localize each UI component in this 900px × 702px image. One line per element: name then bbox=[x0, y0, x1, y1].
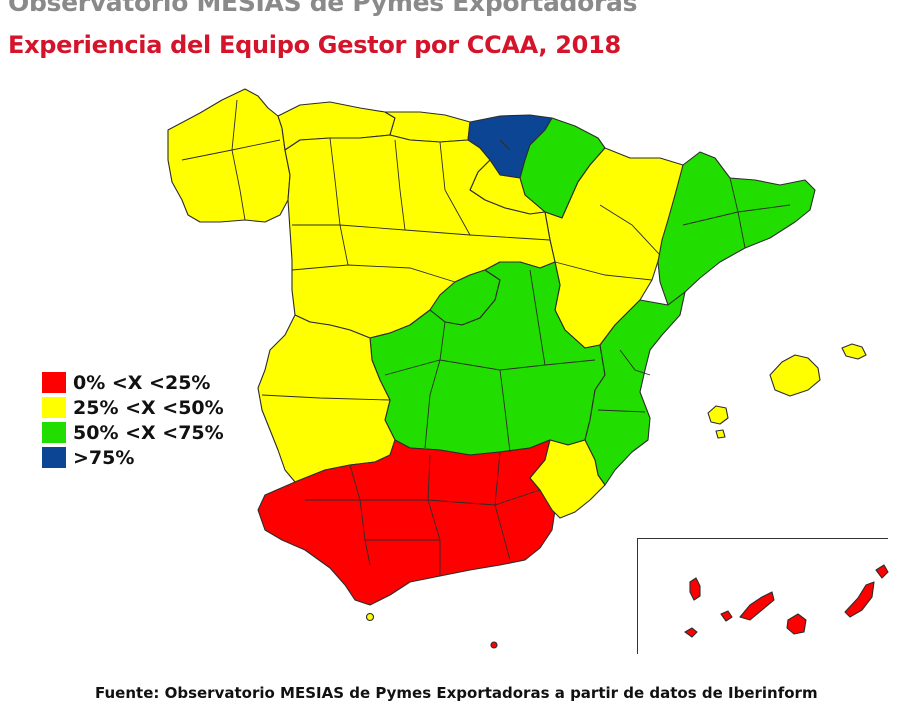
region-andalucia bbox=[257, 439, 556, 606]
region-baleares-formentera bbox=[715, 429, 726, 439]
legend-label: >75% bbox=[73, 446, 135, 469]
region-baleares-mallorca bbox=[769, 354, 821, 397]
region-canarias-la-gomera bbox=[720, 610, 733, 622]
region-canarias-gran-canaria bbox=[786, 613, 807, 635]
legend-item: >75% bbox=[42, 445, 224, 470]
province-boundaries bbox=[181, 99, 791, 576]
legend-label: 0% <X <25% bbox=[73, 371, 211, 394]
region-comunidad-valenciana bbox=[584, 291, 686, 486]
region-canarias-la-palma bbox=[689, 577, 701, 601]
legend-swatch bbox=[42, 422, 66, 443]
region-baleares-ibiza bbox=[707, 405, 729, 425]
map-subtitle: Observatorio MESIAS de Pymes Exportadora… bbox=[8, 0, 638, 17]
region-canarias-tenerife bbox=[739, 591, 775, 621]
region-canarias-lanzarote bbox=[875, 564, 889, 579]
legend-item: 50% <X <75% bbox=[42, 420, 224, 445]
canarias-inset bbox=[684, 564, 889, 638]
legend-swatch bbox=[42, 447, 66, 468]
region-melilla bbox=[490, 641, 498, 649]
canarias-inset-frame bbox=[637, 538, 888, 654]
source-note: Fuente: Observatorio MESIAS de Pymes Exp… bbox=[95, 684, 818, 702]
region-canarias-fuerteventura bbox=[844, 581, 875, 618]
legend-item: 0% <X <25% bbox=[42, 370, 224, 395]
region-murcia bbox=[529, 439, 606, 519]
region-cataluna bbox=[657, 151, 816, 306]
legend-label: 25% <X <50% bbox=[73, 396, 224, 419]
region-ceuta bbox=[365, 612, 375, 622]
region-canarias-el-hierro bbox=[684, 627, 698, 638]
map-title: Experiencia del Equipo Gestor por CCAA, … bbox=[8, 31, 621, 59]
legend: 0% <X <25% 25% <X <50% 50% <X <75% >75% bbox=[42, 370, 224, 470]
legend-swatch bbox=[42, 372, 66, 393]
legend-swatch bbox=[42, 397, 66, 418]
legend-item: 25% <X <50% bbox=[42, 395, 224, 420]
legend-label: 50% <X <75% bbox=[73, 421, 224, 444]
region-baleares-menorca bbox=[841, 343, 867, 360]
region-galicia bbox=[167, 88, 291, 223]
